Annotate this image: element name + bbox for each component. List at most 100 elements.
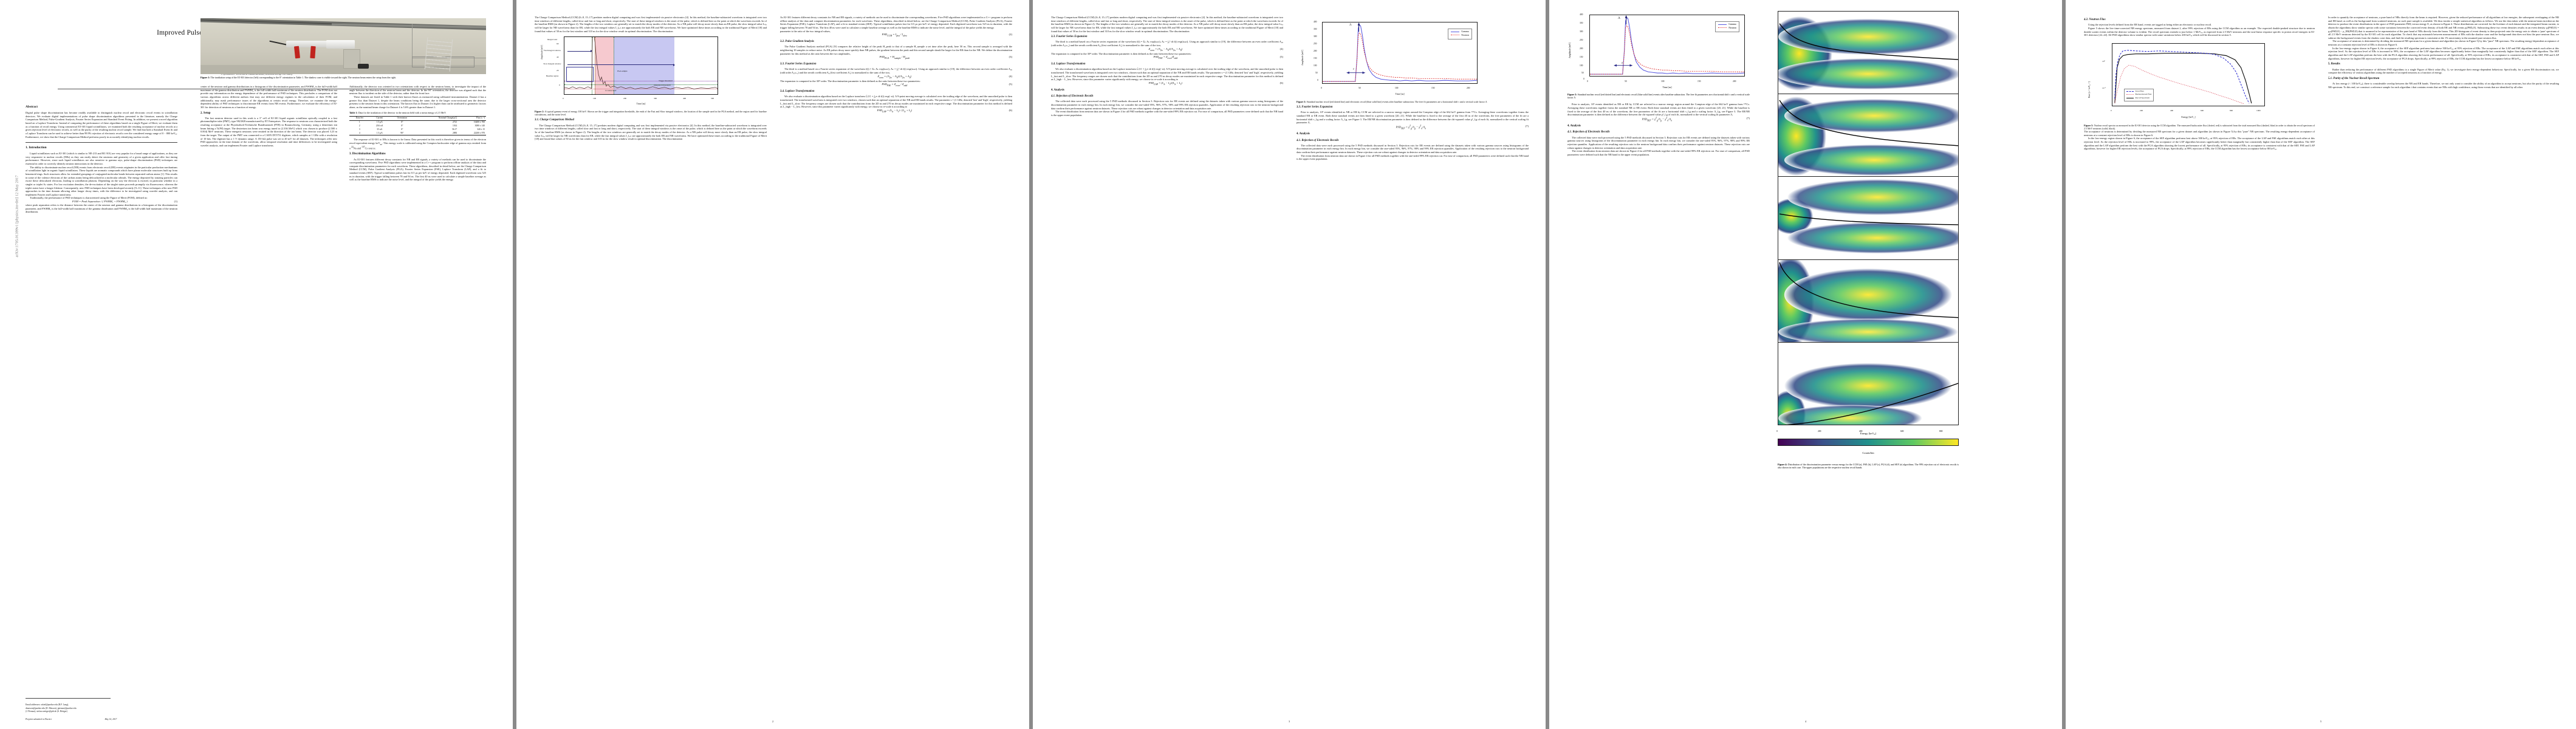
neutron-swatch-dup (1718, 27, 1727, 29)
f3d-yt-400: 400 (1580, 13, 1583, 16)
legend-neutron-label: Neutron (1461, 33, 1469, 36)
results-paragraph: Rather than reducing the performance of … (2328, 67, 2559, 75)
purity-paragraph: At low energy (< 100 keVₑₑ), there is co… (2328, 82, 2559, 89)
figure-5-caption: Figure 5: Nuclear recoil spectra as meas… (2084, 124, 2315, 130)
fom-after: where peak separation refers to the dist… (26, 204, 177, 214)
figure-3-caption: Figure 3: Standard nuclear recoil (red d… (1297, 100, 1529, 103)
fom-equation: FOM = Peak Separation / ( FWHM₁ + FWHM₂ … (26, 200, 177, 204)
slow-window-arrow (567, 63, 676, 66)
f3-xt-150: 150 (1431, 87, 1435, 90)
f3d-yt-150: 150 (1580, 56, 1583, 58)
f3d-xt-0: 0 (1587, 80, 1588, 83)
figure-1-text: The irradiation setup of the EJ-301 dete… (210, 76, 396, 79)
pga-equation-number: (3) (1009, 55, 1012, 59)
p3-analysis-heading: 4. Analysis (1051, 88, 1064, 92)
setup-p3: These datasets are listed in Table 1 wit… (349, 95, 486, 109)
cell: 1.5 μA (376, 121, 383, 124)
p2-c1-p1: The Charge Comparison Method (CCM) [6–8,… (535, 16, 767, 33)
tau-symbol-dup: τ (1622, 61, 1623, 65)
page4-col1: Amplitude [mV] 400 350 300 250 200 150 1… (1564, 9, 1753, 470)
page2-col1: The Charge Comparison Method (CCM) [6–8,… (535, 16, 767, 141)
setup-p2: Additionally, the detector was oriented … (349, 85, 486, 95)
pga-density (1778, 259, 1958, 342)
figure-1-label: Figure 1: (200, 76, 210, 79)
page-4: Amplitude [mV] 400 350 300 250 200 150 1… (1549, 0, 2062, 729)
sef-heading: 3.3. Fourier Series Expansion (1297, 106, 1333, 109)
p5-col2-p1: In order to quantify the acceptance of n… (2328, 16, 2559, 39)
figure-3-dup-curves (1590, 15, 1744, 75)
t1-col-0: Data Set (349, 115, 370, 121)
figure-2-xlabel: Time [ns] (636, 103, 646, 106)
backscatter-swatch (2126, 94, 2134, 95)
f4-xt-200: 200 (1818, 430, 1821, 433)
page-5: 4.2. Neutron Flux Using the rejection le… (2066, 0, 2576, 729)
figure-5-ylabel: Rate [s⁻¹ keVₑₑ⁻¹] (2088, 81, 2091, 98)
p3-c1-p4: We also evaluate a discrimination algori… (1051, 67, 1283, 81)
legend-total-flux: Total Flux (2126, 90, 2151, 93)
cell: 2721 (453, 121, 457, 124)
figure-3-plot: Λ τ Gamma Neutron (1322, 22, 1478, 84)
figure-4: CCM FSE (1762, 9, 1962, 470)
intro-p3: Traditionally, the performance of PSD te… (30, 196, 148, 200)
f3-yt-200: 200 (1314, 50, 1317, 52)
page5-columns: 4.2. Neutron Flux Using the rejection le… (2084, 16, 2559, 151)
figure-2-caption: Figure 2: A typical gamma event of energ… (535, 110, 767, 116)
lap-equation-number: (6) (1009, 108, 1012, 112)
preprint-line: Preprint submitted to Elsevier May 16, 2… (26, 718, 117, 720)
p3-lap-heading: 3.4. Laplace Transformation (1051, 63, 1086, 66)
figure-4-text: Distribution of the discrimination param… (1778, 462, 1959, 469)
table-row: 1 1.5 μA 0° 2721 16400 ± 700 (349, 120, 486, 124)
label-pga-sample: PGA sample (617, 70, 628, 73)
page1-col2: Figure 1: The irradiation setup of the E… (200, 18, 486, 182)
f5-xt-800: 800 (2230, 109, 2233, 112)
fse-paragraph-2: The expansion is computed to the 30ᵗʰ or… (780, 79, 920, 83)
legend-neutron: Neutron (1451, 34, 1469, 38)
label-trigger-threshold: Trigger threshold (659, 80, 673, 83)
f3-yt-300: 300 (1314, 35, 1317, 38)
figure-3-dup-ylabel: Amplitude [mV] (1569, 42, 1571, 58)
f2-xtick-400: 400 (683, 97, 687, 100)
backscatter-label: Backscattered Flux (2135, 93, 2152, 96)
figure-3-dup-plot: Λ τ Gamma Neutron (1589, 15, 1745, 77)
f2-xtick-300: 300 (654, 97, 657, 100)
cell: 0° (401, 128, 403, 131)
photo-detector-cell (286, 40, 343, 47)
fse-ratio-equation-number: (5) (1009, 83, 1012, 86)
figure-5-curves (2114, 50, 2252, 104)
table-1: Data Set Current Orientation Nominal Cha… (349, 115, 486, 136)
p2-c2-p1: parameter is the ratio of the two integr… (780, 29, 831, 33)
cell: 4 (349, 131, 370, 136)
panel-lap: LAP (1778, 177, 1958, 260)
table-1-header-row: Data Set Current Orientation Nominal Cha… (349, 115, 486, 121)
discrimination-heading: 3. Discrimination Algorithms (349, 152, 386, 156)
ccm-density (1778, 16, 1958, 91)
legend-recoil: Recoil Spectrum (2126, 97, 2151, 100)
ccm-equation-number: (2) (1009, 33, 1012, 36)
p5-col2-p2: The acceptance of neutrons is determined… (2328, 39, 2559, 47)
page3-columns: The Charge Comparison Method (CCM) [6–8,… (1051, 16, 1529, 161)
p4-analysis-p2: The event distribution from neutron data… (1567, 149, 1750, 156)
figure-4-colorbar (1778, 439, 1959, 446)
p3-c1-p2: The third is a method based on a Fourier… (1051, 40, 1283, 47)
page3-col2: Amplitude [mV] 400 350 300 250 200 150 1… (1297, 16, 1529, 161)
cell: 3080 ± 140 (474, 125, 485, 128)
legend-backscattered: Backscattered Flux (2126, 93, 2151, 96)
page1-two-cols: center of the neutron and gamma distribu… (200, 85, 486, 182)
f4-xt-800: 800 (1939, 430, 1943, 433)
cell: 16400 ± 700 (473, 121, 485, 124)
photo-shadow-cone (326, 39, 355, 49)
t1-col-3: Nominal Charge[μC] (414, 115, 459, 121)
figure-2-ylabel: Amplitude [mV] (541, 45, 543, 60)
cell: 0° (401, 121, 403, 124)
figure-5: Rate [s⁻¹ keVₑₑ⁻¹] 10⁰ 10⁻¹ Total Flux B… (2088, 39, 2270, 122)
figure-3-label: Figure 3: (1297, 100, 1306, 103)
figure-4-colorbar-label: Counts/bin (1862, 451, 1874, 454)
analysis-heading: 4. Analysis (1297, 132, 1310, 136)
page1-col2b: Additionally, the detector was oriented … (349, 85, 486, 182)
f3-yt-50: 50 (1315, 72, 1318, 74)
f3-xt-100: 100 (1395, 87, 1399, 90)
pga-equation: PSDPGA = Hsample / Hpeak (3) (879, 55, 1012, 60)
f2-xtick-200: 200 (623, 97, 627, 100)
p3-c1-p6: The event distribution from neutron data… (1051, 110, 1283, 117)
